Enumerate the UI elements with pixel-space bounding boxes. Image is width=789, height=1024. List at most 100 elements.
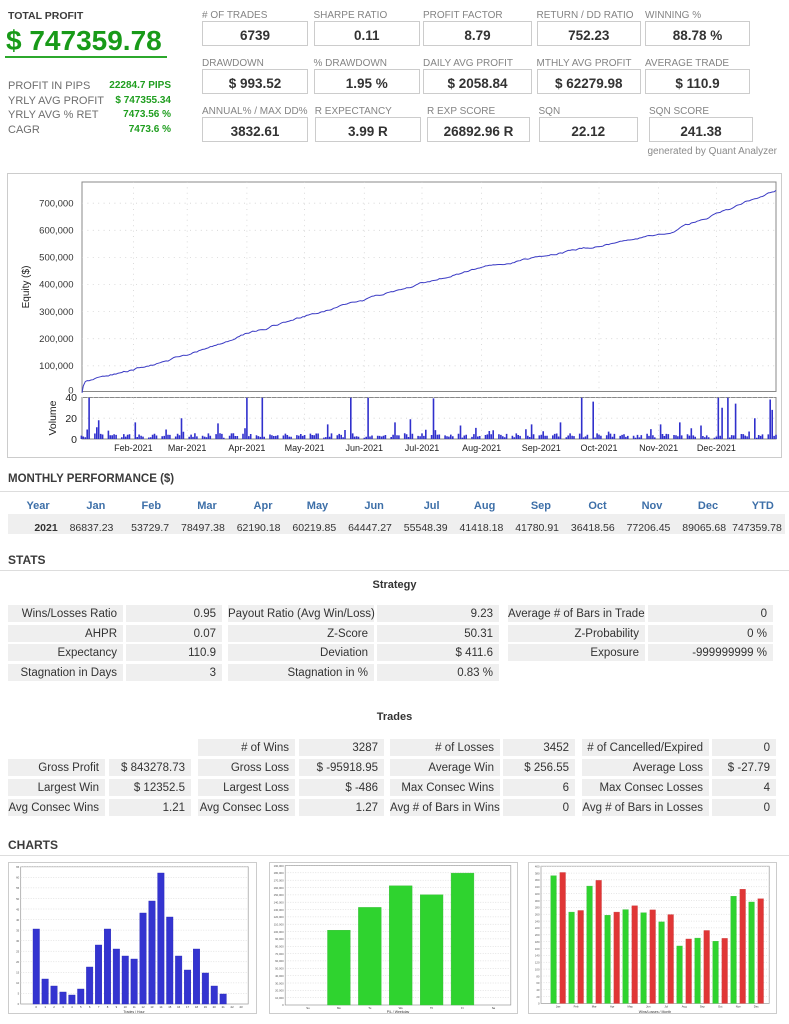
- svg-text:15: 15: [168, 1005, 172, 1009]
- svg-text:Aug: Aug: [682, 1004, 687, 1008]
- svg-text:160,000: 160,000: [274, 886, 285, 890]
- svg-text:Tu: Tu: [368, 1006, 372, 1010]
- svg-text:170,000: 170,000: [274, 879, 285, 883]
- svg-text:60: 60: [16, 876, 20, 880]
- svg-text:100,000: 100,000: [39, 361, 73, 372]
- svg-text:Mo: Mo: [337, 1006, 341, 1010]
- svg-text:Jul: Jul: [664, 1004, 668, 1008]
- svg-text:40,000: 40,000: [275, 974, 284, 978]
- svg-text:19: 19: [204, 1005, 208, 1009]
- svg-text:20: 20: [536, 995, 540, 999]
- svg-text:200: 200: [535, 933, 540, 937]
- svg-text:May-2021: May-2021: [285, 443, 325, 453]
- svg-text:Su: Su: [306, 1006, 310, 1010]
- svg-text:90,000: 90,000: [275, 937, 284, 941]
- svg-text:260: 260: [535, 913, 540, 917]
- svg-text:4: 4: [71, 1005, 73, 1009]
- svg-text:400,000: 400,000: [39, 280, 73, 291]
- svg-text:180: 180: [535, 940, 540, 944]
- svg-text:12: 12: [142, 1005, 146, 1009]
- svg-text:P/L / Weekday: P/L / Weekday: [387, 1010, 410, 1013]
- svg-text:500,000: 500,000: [39, 253, 73, 264]
- svg-text:55: 55: [16, 886, 20, 890]
- svg-text:Trades / Hour: Trades / Hour: [123, 1010, 145, 1013]
- svg-text:60,000: 60,000: [275, 959, 284, 963]
- svg-text:150,000: 150,000: [274, 893, 285, 897]
- svg-text:320: 320: [535, 892, 540, 896]
- svg-text:0: 0: [538, 1002, 540, 1006]
- svg-text:180,000: 180,000: [274, 871, 285, 875]
- svg-text:Fr: Fr: [461, 1006, 464, 1010]
- svg-text:Sep-2021: Sep-2021: [522, 443, 561, 453]
- svg-text:Aug-2021: Aug-2021: [462, 443, 501, 453]
- svg-text:30,000: 30,000: [275, 981, 284, 985]
- svg-text:Mar: Mar: [592, 1004, 597, 1008]
- svg-text:360: 360: [535, 878, 540, 882]
- svg-text:340: 340: [535, 885, 540, 889]
- svg-text:35: 35: [16, 928, 20, 932]
- svg-text:20: 20: [16, 960, 20, 964]
- svg-text:5: 5: [18, 992, 20, 996]
- svg-text:60: 60: [536, 981, 540, 985]
- svg-text:190,000: 190,000: [274, 864, 285, 868]
- svg-text:10: 10: [124, 1005, 128, 1009]
- svg-text:120: 120: [535, 961, 540, 965]
- svg-text:120,000: 120,000: [274, 915, 285, 919]
- svg-text:20: 20: [213, 1005, 217, 1009]
- svg-text:5: 5: [80, 1005, 82, 1009]
- svg-text:600,000: 600,000: [39, 226, 73, 237]
- svg-text:50: 50: [16, 897, 20, 901]
- svg-text:18: 18: [195, 1005, 199, 1009]
- svg-text:300,000: 300,000: [39, 307, 73, 318]
- svg-text:30: 30: [16, 939, 20, 943]
- svg-text:0: 0: [71, 434, 77, 446]
- svg-text:Volume: Volume: [47, 400, 59, 435]
- svg-text:Jan: Jan: [556, 1004, 561, 1008]
- svg-text:16: 16: [177, 1005, 181, 1009]
- svg-text:0: 0: [68, 386, 73, 397]
- svg-text:1: 1: [44, 1005, 46, 1009]
- svg-text:100,000: 100,000: [274, 930, 285, 934]
- svg-text:23: 23: [239, 1005, 243, 1009]
- svg-text:Jul-2021: Jul-2021: [405, 443, 440, 453]
- svg-text:20: 20: [65, 413, 77, 425]
- svg-text:Mar-2021: Mar-2021: [168, 443, 207, 453]
- svg-text:200,000: 200,000: [39, 334, 73, 345]
- svg-text:Feb-2021: Feb-2021: [114, 443, 153, 453]
- svg-text:22: 22: [231, 1005, 235, 1009]
- svg-text:Dec-2021: Dec-2021: [697, 443, 736, 453]
- svg-text:14: 14: [159, 1005, 163, 1009]
- svg-text:Apr: Apr: [610, 1004, 614, 1008]
- svg-text:40: 40: [65, 392, 77, 404]
- svg-text:We: We: [399, 1006, 404, 1010]
- svg-text:0: 0: [35, 1005, 37, 1009]
- svg-text:Feb: Feb: [574, 1004, 579, 1008]
- svg-text:11: 11: [133, 1005, 136, 1009]
- svg-text:40: 40: [536, 988, 540, 992]
- svg-text:80,000: 80,000: [275, 945, 284, 949]
- svg-text:160: 160: [535, 947, 540, 951]
- svg-text:Sa: Sa: [492, 1006, 496, 1010]
- svg-text:10,000: 10,000: [275, 996, 284, 1000]
- svg-text:220: 220: [535, 926, 540, 930]
- svg-text:17: 17: [186, 1005, 190, 1009]
- svg-text:Wins/Losses / Month: Wins/Losses / Month: [639, 1010, 672, 1013]
- svg-text:2: 2: [53, 1005, 55, 1009]
- svg-text:Sep: Sep: [700, 1004, 705, 1008]
- svg-text:65: 65: [16, 865, 20, 869]
- svg-text:9: 9: [116, 1005, 118, 1009]
- svg-text:Nov: Nov: [736, 1004, 742, 1008]
- svg-text:100: 100: [535, 967, 540, 971]
- svg-text:7: 7: [98, 1005, 100, 1009]
- svg-text:May: May: [628, 1004, 634, 1008]
- svg-text:280: 280: [535, 906, 540, 910]
- svg-text:Th: Th: [430, 1006, 434, 1010]
- svg-text:40: 40: [16, 918, 20, 922]
- svg-text:50,000: 50,000: [275, 967, 284, 971]
- svg-text:140: 140: [535, 954, 540, 958]
- svg-text:300: 300: [535, 899, 540, 903]
- svg-text:Jun: Jun: [646, 1004, 651, 1008]
- svg-text:20,000: 20,000: [275, 989, 284, 993]
- svg-text:Dec: Dec: [754, 1004, 760, 1008]
- svg-text:8: 8: [107, 1005, 109, 1009]
